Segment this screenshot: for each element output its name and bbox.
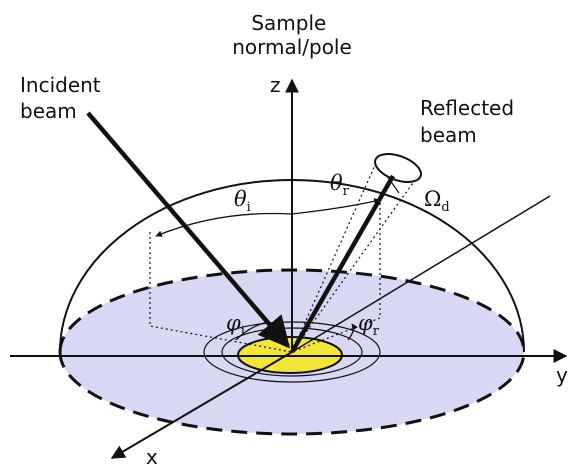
theta-r-arc: [291, 198, 381, 215]
subscript: r: [343, 184, 350, 199]
symbol: θ: [234, 187, 247, 211]
reflected-projection: [291, 198, 381, 353]
sample-normal-label: Sample normal/pole: [232, 11, 352, 59]
phi-i-arc: [235, 321, 269, 341]
phi-r-arc: [347, 323, 358, 341]
symbol: φ: [358, 311, 373, 335]
label-line: Sample: [251, 11, 326, 35]
incident-beam: [86, 111, 291, 349]
theta-i-arc: [155, 212, 293, 237]
symbol: θ: [330, 171, 343, 195]
reflected-beam-label: Reflected beam: [420, 96, 520, 147]
phi-i-label: φi: [226, 311, 245, 339]
plane-line: [291, 195, 551, 353]
subscript: d: [441, 200, 449, 215]
theta-r-label: θr: [330, 171, 350, 199]
subscript: r: [373, 324, 380, 339]
symbol: φ: [226, 311, 241, 335]
subscript: i: [247, 200, 251, 215]
phi-r-label: φr: [358, 311, 380, 339]
y-label: y: [556, 363, 568, 387]
subscript: i: [241, 324, 245, 339]
x-axis: [110, 351, 293, 459]
label-line: normal/pole: [232, 35, 352, 59]
cone-edge: [291, 172, 421, 353]
symbol: Ω: [424, 187, 441, 211]
label-line: Reflected: [420, 96, 514, 120]
plane-front-edge: [58, 351, 526, 436]
omega-d-label: Ωd: [424, 187, 450, 215]
reflected-beam: [290, 174, 395, 354]
detector-aperture: [374, 153, 422, 183]
x-label: x: [146, 445, 158, 466]
label-line: beam: [20, 99, 77, 123]
incident-projection: [149, 232, 293, 353]
theta-i-label: θi: [234, 187, 251, 215]
label-line: Incident: [20, 73, 101, 97]
incident-beam-label: Incident beam: [20, 73, 107, 123]
z-label: z: [270, 73, 281, 97]
label-line: beam: [420, 123, 477, 147]
